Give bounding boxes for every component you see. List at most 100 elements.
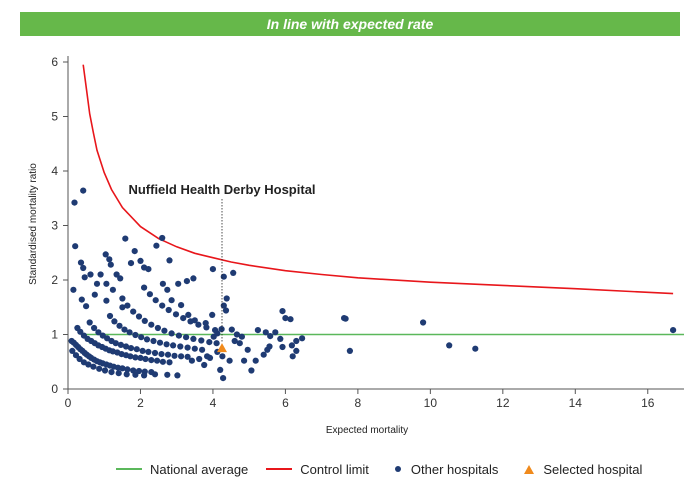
other-hospital-point bbox=[150, 337, 157, 345]
other-hospital-point bbox=[178, 353, 185, 360]
other-hospital-point bbox=[231, 337, 238, 345]
annotation-group: Nuffield Health Derby Hospital bbox=[128, 182, 316, 353]
other-hospital-point bbox=[113, 271, 120, 278]
other-hospital-point bbox=[209, 266, 216, 273]
other-hospital-point bbox=[252, 357, 259, 364]
other-hospital-point bbox=[133, 346, 140, 353]
other-hospital-point bbox=[277, 335, 284, 342]
other-hospital-point bbox=[420, 319, 427, 326]
plot-frame bbox=[67, 56, 684, 390]
y-tick-label: 3 bbox=[51, 219, 58, 233]
other-hospital-point bbox=[188, 357, 195, 364]
other-hospital-point bbox=[267, 333, 274, 340]
other-hospital-point bbox=[124, 366, 131, 373]
selected-hospital-marker bbox=[217, 343, 227, 353]
other-hospital-point bbox=[183, 278, 190, 285]
other-hospital-point bbox=[175, 332, 182, 339]
legend-control-limit-label: Control limit bbox=[300, 461, 369, 477]
other-hospital-point bbox=[95, 329, 102, 336]
other-hospital-point bbox=[191, 345, 198, 352]
other-hospital-point bbox=[190, 275, 197, 282]
other-hospital-point bbox=[161, 327, 168, 334]
other-hospital-point bbox=[198, 337, 205, 344]
other-hospital-point bbox=[175, 280, 182, 287]
other-hospital-point bbox=[226, 357, 233, 364]
other-hospital-point bbox=[213, 340, 220, 347]
other-hospital-point bbox=[156, 339, 164, 346]
other-hospital-point bbox=[166, 359, 173, 366]
other-hospital-point bbox=[103, 297, 110, 304]
other-hospital-point bbox=[178, 302, 185, 309]
other-hospital-point bbox=[96, 365, 103, 372]
other-hospital-point bbox=[287, 316, 294, 323]
control-limit-curve bbox=[82, 64, 674, 295]
other-hospital-point bbox=[233, 331, 240, 338]
other-hospital-point bbox=[116, 322, 123, 329]
other-hospital-point bbox=[206, 339, 213, 346]
legend-selected-hospital: Selected hospital bbox=[516, 462, 642, 477]
other-hospital-point bbox=[81, 274, 88, 281]
other-hospital-point bbox=[80, 187, 87, 194]
other-hospital-point bbox=[262, 329, 269, 336]
other-hospital-point bbox=[86, 319, 93, 326]
x-tick-label: 0 bbox=[65, 396, 72, 410]
legend-selected-hospital-label: Selected hospital bbox=[543, 461, 643, 477]
other-hospital-point bbox=[145, 266, 152, 273]
y-tick-label: 4 bbox=[51, 164, 58, 178]
other-hospital-point bbox=[165, 306, 172, 314]
legend-control-limit: Control limit bbox=[266, 462, 369, 477]
other-hospital-point bbox=[153, 242, 160, 249]
other-hospital-point bbox=[117, 341, 124, 348]
x-tick-label: 2 bbox=[137, 396, 144, 410]
other-hospital-point bbox=[137, 257, 144, 264]
other-hospital-point bbox=[199, 346, 206, 353]
x-tick-label: 8 bbox=[355, 396, 362, 410]
other-hospital-point bbox=[159, 358, 166, 365]
y-tick-label: 1 bbox=[51, 328, 58, 342]
other-hospital-point bbox=[201, 361, 208, 369]
other-hospital-point bbox=[123, 371, 130, 378]
other-hospital-point bbox=[93, 280, 101, 287]
other-hospital-point bbox=[111, 318, 118, 325]
x-axis-label: Expected mortality bbox=[326, 425, 408, 436]
other-hospital-point bbox=[112, 340, 119, 347]
other-hospital-point bbox=[142, 355, 149, 363]
other-hospital-point bbox=[148, 357, 155, 364]
other-hospital-point bbox=[70, 286, 77, 293]
other-hospital-point bbox=[241, 357, 248, 364]
other-hospital-point bbox=[143, 336, 151, 343]
other-hospital-point bbox=[222, 307, 230, 314]
y-tick-label: 5 bbox=[51, 110, 58, 124]
other-hospital-point bbox=[230, 269, 237, 276]
selected-hospital-annotation: Nuffield Health Derby Hospital bbox=[128, 182, 315, 197]
other-hospital-point bbox=[195, 321, 202, 328]
other-hospital-point bbox=[71, 199, 78, 206]
other-hospitals-series bbox=[68, 187, 677, 382]
legend-other-hospitals: Other hospitals bbox=[387, 462, 498, 477]
other-hospital-point bbox=[244, 346, 251, 353]
other-hospital-point bbox=[190, 335, 197, 342]
other-hospital-point bbox=[272, 329, 279, 336]
other-hospital-point bbox=[260, 351, 267, 358]
other-hospital-point bbox=[203, 324, 210, 331]
other-hospital-point bbox=[85, 361, 92, 368]
other-hospital-point bbox=[126, 329, 133, 336]
other-hospital-point bbox=[69, 347, 76, 354]
other-hospital-point bbox=[446, 342, 453, 349]
other-hospital-point bbox=[180, 315, 187, 322]
other-hospital-point bbox=[72, 243, 79, 250]
x-tick-label: 12 bbox=[496, 396, 510, 410]
other-hospital-point bbox=[164, 371, 171, 378]
other-hospital-point bbox=[77, 259, 85, 266]
national-average-swatch bbox=[116, 468, 142, 470]
other-hospital-point bbox=[135, 313, 143, 320]
other-hospital-point bbox=[209, 311, 216, 318]
other-hospital-point bbox=[219, 353, 226, 360]
other-hospital-point bbox=[172, 311, 180, 318]
other-hospital-point bbox=[91, 324, 98, 332]
legend-national-average-label: National average bbox=[150, 461, 249, 477]
other-hospital-point bbox=[127, 353, 134, 360]
other-hospital-point bbox=[159, 234, 166, 242]
